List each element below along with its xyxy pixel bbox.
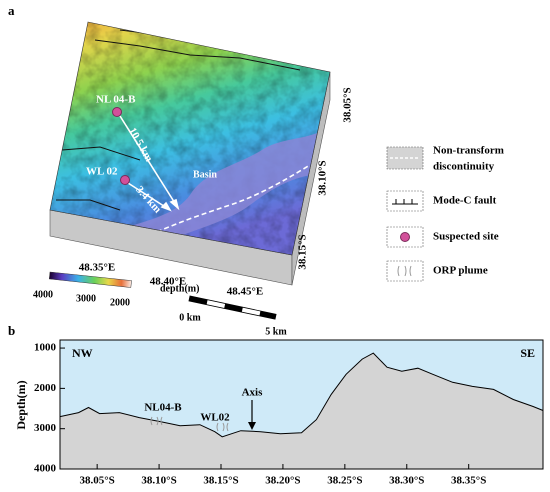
- scale-label: 5 km: [265, 326, 287, 337]
- legend-label: ORP plume: [433, 265, 488, 277]
- plot-frame: [59, 339, 544, 470]
- panel-label: b: [8, 323, 15, 338]
- x-tick-label: 38.10°S: [141, 475, 176, 487]
- scale-bar: [188, 295, 277, 320]
- x-tick-label: 38.30°S: [389, 475, 424, 487]
- annotation: SE: [520, 346, 535, 360]
- site-marker: [112, 107, 122, 117]
- latitude-label: 38.10°S: [317, 160, 329, 195]
- x-tick-label: 38.35°S: [451, 475, 486, 487]
- site-label: WL 02: [86, 166, 118, 178]
- longitude-label: 48.45°E: [227, 286, 264, 298]
- distance-arrows: [119, 115, 180, 212]
- x-tick-label: 38.20°S: [265, 475, 300, 487]
- annotation: NL04-B: [144, 402, 182, 414]
- longitude-label: 48.40°E: [150, 276, 187, 288]
- x-tick-label: 38.05°S: [80, 475, 115, 487]
- basin-label: Basin: [193, 169, 217, 180]
- y-tick-label: 1000: [34, 342, 57, 354]
- seafloor-profile: [59, 352, 544, 438]
- plume-icons: [150, 416, 229, 432]
- y-tick-label: 2000: [34, 382, 57, 394]
- legend-label: Non-transform: [433, 145, 504, 157]
- x-tick-label: 38.25°S: [327, 475, 362, 487]
- latitude-label: 38.15°S: [297, 234, 309, 269]
- axis-arrow: [248, 400, 256, 430]
- map-block: NL 04-B WL 02 10.5 km 3.4 km Basin: [49, 21, 331, 286]
- x-tick-label: 38.15°S: [203, 475, 238, 487]
- panel-label: a: [8, 3, 15, 18]
- annotation: WL02: [200, 412, 230, 424]
- colorbar-label: 2000: [110, 297, 130, 308]
- colorbar-title: depth(m): [160, 283, 199, 294]
- annotation: NW: [72, 346, 93, 360]
- colorbar: [48, 271, 132, 288]
- scale-label: 0 km: [179, 312, 201, 323]
- annotation: Axis: [242, 387, 264, 399]
- y-axis-title: Depth(m): [14, 380, 28, 429]
- site-label: NL 04-B: [96, 94, 136, 106]
- legend-label: discontinuity: [433, 161, 495, 173]
- legend: [386, 146, 424, 282]
- y-tick-label: 4000: [34, 463, 57, 475]
- seafloor-area: [60, 353, 543, 469]
- y-tick-label: 3000: [34, 422, 57, 434]
- surface-outline: [49, 21, 331, 256]
- legend-label: Suspected site: [433, 231, 499, 243]
- discontinuity-line: [134, 164, 311, 243]
- colorbar-label: 3000: [76, 293, 96, 304]
- latitude-label: 38.05°S: [342, 87, 354, 122]
- colorbar-label: 4000: [33, 289, 53, 300]
- basin-area: [110, 132, 320, 245]
- profile-plot: 1000 2000 3000 4000 38.05°S 38.10°S 38.15°S 38.…: [34, 339, 544, 487]
- legend-label: Mode-C fault: [433, 195, 497, 207]
- site-marker: [120, 175, 130, 185]
- longitude-label: 48.35°E: [79, 262, 116, 274]
